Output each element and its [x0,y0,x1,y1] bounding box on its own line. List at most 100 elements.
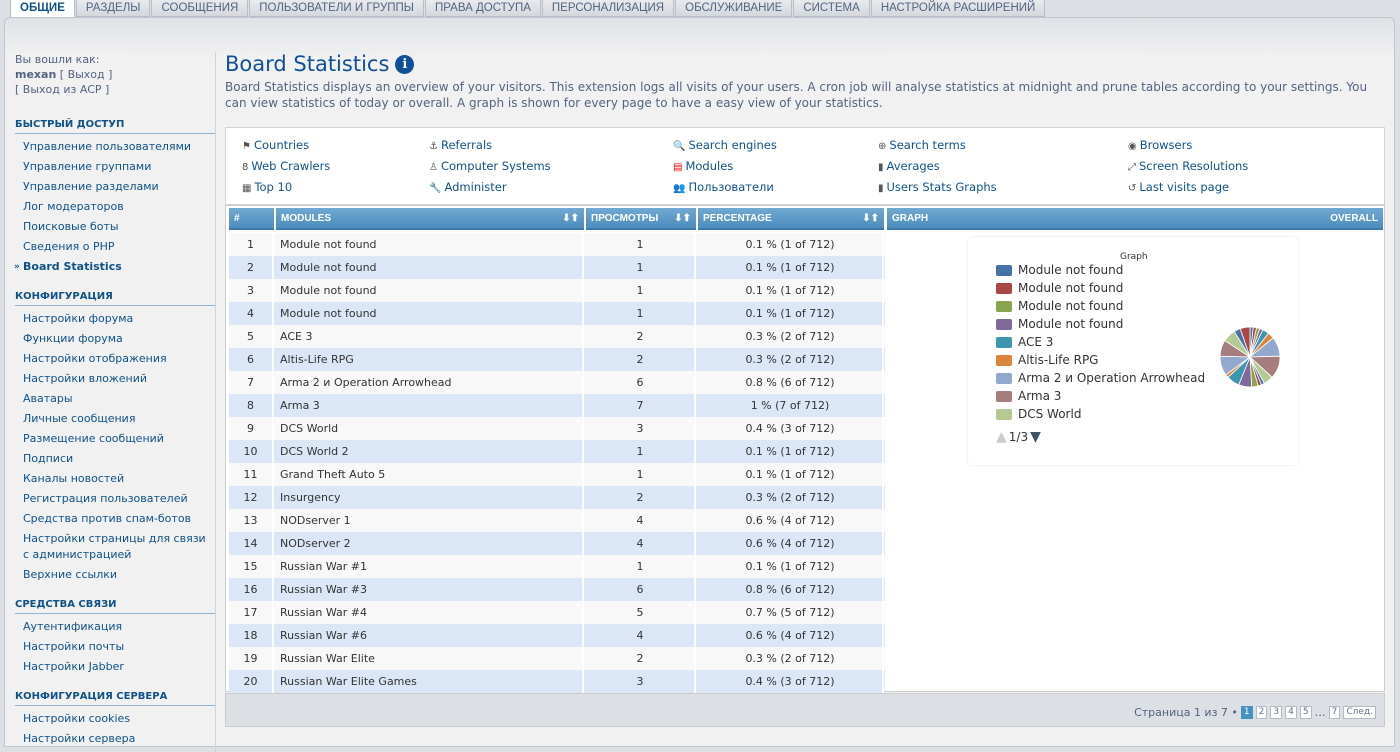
sidebar-item[interactable]: Регистрация пользователей [23,492,188,505]
sidebar-item[interactable]: Настройки форума [23,312,134,325]
page-4[interactable]: 4 [1285,706,1297,719]
views: 2 [586,486,696,509]
sidebar-item[interactable]: Настройки страницы для связи с администр… [23,532,206,561]
tab-5[interactable]: ПЕРСОНАЛИЗАЦИЯ [541,0,675,17]
link-search-terms[interactable]: ⊕ Search terms [878,138,966,152]
sort-icon[interactable]: ⬇⬆ [562,213,579,224]
legend-item[interactable]: Altis-Life RPG [996,353,1098,367]
link-label: Search engines [688,138,777,152]
sidebar-item[interactable]: Аватары [23,392,73,405]
sort-icon[interactable]: ⬇⬆ [674,213,691,224]
header-views[interactable]: ПРОСМОТРЫ ⬇⬆ [586,208,696,230]
table-row: 12 Insurgency 2 0.3 % (2 of 712) [229,486,885,509]
sidebar-item[interactable]: Настройки почты [23,640,125,653]
sidebar-item[interactable]: Аутентификация [23,620,123,633]
legend-item[interactable]: Arma 2 и Operation Arrowhead [996,371,1205,385]
sidebar-item[interactable]: Верхние ссылки [23,568,118,581]
link-label: Administer [444,180,507,194]
page-1[interactable]: 1 [1240,706,1253,719]
sidebar-item[interactable]: Сведения о PHP [23,240,115,253]
pie-slice[interactable] [1239,326,1251,358]
sidebar-item[interactable]: Функции форума [23,332,123,345]
tab-0[interactable]: ОБЩИЕ [10,0,75,18]
page-title-text: Board Statistics [225,52,390,76]
sidebar-item[interactable]: Настройки отображения [23,352,167,365]
page-title: Board Statistics i [225,52,1385,76]
page-3[interactable]: 3 [1270,706,1283,719]
page-2[interactable]: 2 [1255,706,1268,719]
link-modules[interactable]: ▤ Modules [673,159,733,173]
sidebar-item[interactable]: Управление пользователями [23,140,192,153]
sidebar-item[interactable]: Поисковые боты [23,220,119,233]
row-number: 3 [229,279,274,302]
legend-item[interactable]: ACE 3 [996,335,1053,349]
sidebar-item[interactable]: Подписи [23,452,74,465]
legend-swatch [996,354,1012,366]
link-web-crawlers[interactable]: 8 Web Crawlers [242,159,330,173]
sort-icon[interactable]: ⬇⬆ [862,213,879,224]
page-5[interactable]: 5 [1299,706,1312,719]
tab-3[interactable]: ПОЛЬЗОВАТЕЛИ И ГРУППЫ [249,0,424,17]
table-row: 1 Module not found 1 0.1 % (1 of 712) [229,233,885,256]
tab-4[interactable]: ПРАВА ДОСТУПА [424,0,541,17]
link-administer[interactable]: 🔧 Administer [429,180,507,194]
sidebar-item[interactable]: Каналы новостей [23,472,125,485]
legend-swatch [996,264,1012,276]
percentage: 0.1 % (1 of 712) [698,233,884,256]
sidebar-item[interactable]: Настройки Jabber [23,660,124,673]
sidebar-item[interactable]: Лог модераторов [23,200,124,213]
link-last-visits-page[interactable]: ↺ Last visits page [1128,180,1229,194]
page-7[interactable]: 7 [1328,706,1341,719]
tab-8[interactable]: НАСТРОЙКА РАСШИРЕНИЙ [870,0,1046,17]
legend-up-icon[interactable]: ▲ [996,429,1007,445]
logout-acp-link[interactable]: [ Выход из ACP ] [15,83,110,96]
header-modules[interactable]: MODULES ⬇⬆ [276,208,584,230]
link-label: Top 10 [254,180,293,194]
link-search-engines[interactable]: 🔍 Search engines [673,138,777,152]
percentage: 0.6 % (4 of 712) [698,624,884,647]
sidebar-item[interactable]: Управление группами [23,160,152,173]
legend-item[interactable]: DCS World [996,407,1081,421]
views: 5 [586,601,696,624]
header-percentage[interactable]: PERCENTAGE ⬇⬆ [698,208,884,230]
link-averages[interactable]: ▮ Averages [878,159,940,173]
link-countries[interactable]: ⚑ Countries [242,138,309,152]
tab-7[interactable]: СИСТЕМА [793,0,870,17]
legend-item[interactable]: Module not found [996,281,1123,295]
legend-item[interactable]: Module not found [996,263,1123,277]
info-icon[interactable]: i [395,54,415,74]
legend-item[interactable]: Module not found [996,317,1123,331]
module-name: Arma 2 и Operation Arrowhead [276,371,584,394]
link-users-stats-graphs[interactable]: ▮ Users Stats Graphs [878,180,997,194]
legend-item[interactable]: Module not found [996,299,1123,313]
tab-2[interactable]: СООБЩЕНИЯ [151,0,249,17]
header-graph: GRAPH OVERALL [887,208,1383,230]
sidebar-item[interactable]: Размещение сообщений [23,432,164,445]
link-referrals[interactable]: ⚓ Referrals [429,138,492,152]
link-top-10[interactable]: ▦ Top 10 [242,180,292,194]
link-computer-systems[interactable]: ♙ Computer Systems [429,159,551,173]
sidebar-item[interactable]: Настройки вложений [23,372,148,385]
tab-6[interactable]: ОБСЛУЖИВАНИЕ [675,0,793,17]
sidebar-item[interactable]: Средства против спам-ботов [23,512,192,525]
tab-1[interactable]: РАЗДЕЛЫ [75,0,151,17]
sidebar-item[interactable]: Управление разделами [23,180,159,193]
next-page-button[interactable]: След. [1343,706,1376,719]
legend-item[interactable]: Arma 3 [996,389,1061,403]
page-description: Board Statistics displays an overview of… [225,80,1368,110]
sidebar-item[interactable]: Личные сообщения [23,412,136,425]
legend-swatch [996,336,1012,348]
link-screen-resolutions[interactable]: ⤢ Screen Resolutions [1128,159,1248,173]
pagination: Страница 1 из 7 • 1 2 3 4 5… 7 След. [1134,706,1376,719]
sidebar-item[interactable]: Board Statistics [14,257,215,277]
module-name: Russian War #6 [276,624,584,647]
link-пользователи[interactable]: 👥 Пользователи [673,180,774,194]
history-icon: ↺ [1128,183,1137,194]
link-browsers[interactable]: ◉ Browsers [1128,138,1192,152]
logout-link[interactable]: [ Выход ] [59,68,113,81]
sidebar-item[interactable]: Настройки cookies [23,712,131,725]
username[interactable]: mexan [15,68,57,81]
bar-chart-icon: ▮ [878,162,884,173]
sidebar-item[interactable]: Настройки сервера [23,732,136,745]
legend-down-icon[interactable]: ▼ [1030,429,1041,445]
